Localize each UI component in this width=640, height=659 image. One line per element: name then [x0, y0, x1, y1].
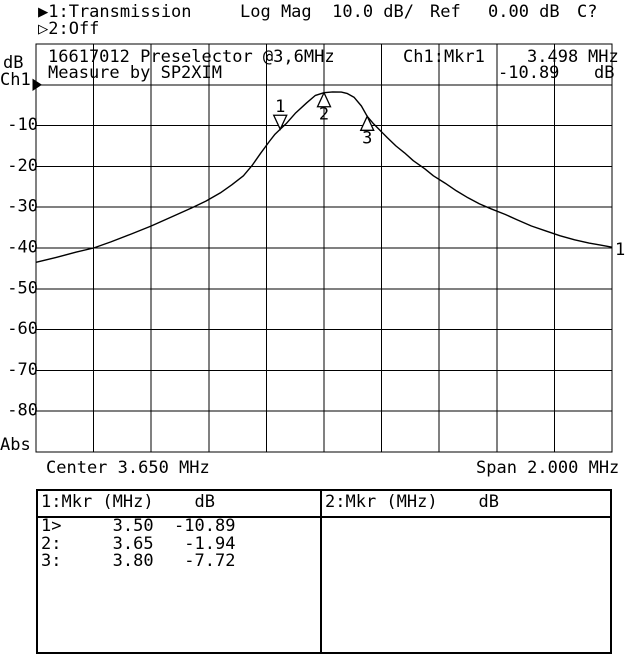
marker-2-label: 2 [319, 105, 329, 125]
y-axis-tick-label: -70 [7, 360, 38, 380]
marker-table-rows: 1> 3.50 -10.89 2: 3.65 -1.94 3: 3.80 -7.72 [41, 516, 236, 571]
marker-table-row: 1> 3.50 -10.89 [41, 516, 236, 536]
marker-3-label: 3 [362, 128, 372, 148]
marker-3: 3 [359, 114, 375, 148]
y-axis-tick-label: -10 [7, 115, 38, 135]
center-frequency-label: Center 3.650 MHz [46, 458, 210, 478]
ref-label: Ref [430, 2, 461, 22]
ref-value: 0.00 dB [488, 2, 560, 22]
marker-readout-freq: 3.498 [527, 47, 579, 67]
marker-2-symbol-icon [316, 91, 332, 108]
marker-table: 1:Mkr (MHz) dB 2:Mkr (MHz) dB 1> 3.50 -1… [36, 489, 612, 654]
marker-2: 2 [316, 91, 332, 125]
y-axis-tick-label: -20 [7, 156, 38, 176]
y-axis-tick-label: -60 [7, 319, 38, 339]
marker-3-symbol-icon [359, 114, 375, 131]
marker-table-divider [320, 491, 322, 652]
y-axis-tick-label: -30 [7, 197, 38, 217]
marker-1: 1 [272, 97, 288, 131]
marker-1-label: 1 [275, 97, 285, 117]
marker-table-header-rule [38, 516, 610, 518]
y-axis-channel-label: Ch1 [0, 70, 31, 90]
trace1-format: Log Mag 10.0 dB/ [240, 2, 414, 22]
y-axis-abs-label: Abs [0, 435, 31, 455]
marker-table-header-ch1: 1:Mkr (MHz) dB [41, 492, 215, 512]
marker-readout-freq-unit: MHz [588, 47, 619, 67]
span-label: Span 2.000 MHz [476, 458, 620, 478]
y-axis-tick-label: -50 [7, 278, 38, 298]
y-axis-unit-label: dB [3, 53, 24, 73]
graticule-border [35, 43, 613, 453]
trace-ch1 [35, 91, 613, 263]
trace-end-label: 1 [615, 240, 625, 260]
marker-readout-channel: Ch1:Mkr1 [403, 47, 485, 67]
marker-table-row: 3: 3.80 -7.72 [41, 551, 236, 571]
device-title-line1: 16617012 Preselector @3,6MHz [48, 47, 335, 67]
trace2-status: ▷2:Off [38, 19, 100, 39]
cal-status: C? [577, 2, 598, 22]
y-axis-tick-label: -80 [7, 401, 38, 421]
ref-level-indicator-icon [32, 78, 42, 91]
marker-table-header-ch2: 2:Mkr (MHz) dB [325, 492, 499, 512]
trace1-status: ▶1:Transmission [38, 2, 192, 22]
y-axis-tick-label: -40 [7, 238, 38, 258]
marker-table-row: 2: 3.65 -1.94 [41, 533, 236, 554]
marker-1-symbol-icon [272, 114, 288, 131]
marker-readout-level-unit: dB [594, 63, 615, 83]
device-title-line2: Measure by SP2XIM [48, 63, 222, 83]
marker-readout-level: -10.89 [498, 63, 560, 83]
